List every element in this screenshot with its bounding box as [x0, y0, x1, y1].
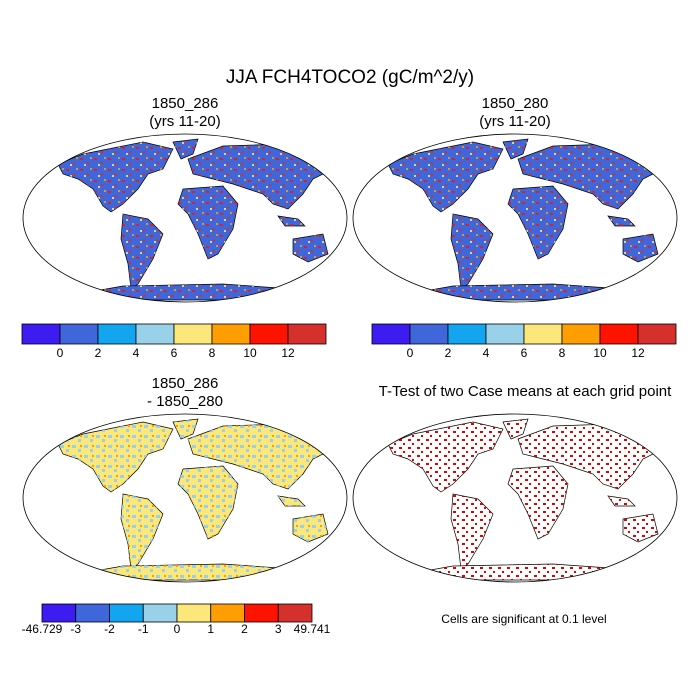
- colorbar-label: 4: [133, 346, 140, 360]
- colorbar-box: [21, 323, 61, 345]
- colorbar-label: -1: [138, 622, 149, 636]
- colorbar-label: 10: [593, 346, 607, 360]
- colorbar-box: [97, 323, 137, 345]
- colorbar-label: 6: [171, 346, 178, 360]
- colorbar-box: [277, 603, 313, 623]
- colorbar-box: [249, 323, 289, 345]
- colorbar-label: 0: [57, 346, 64, 360]
- colorbar-box: [176, 603, 212, 623]
- colorbar-label: -46.729: [22, 622, 63, 636]
- colorbar-box: [637, 323, 677, 345]
- colorbar: 0 2 4 6 8 10 12: [371, 323, 677, 360]
- colorbar-label: 4: [483, 346, 490, 360]
- colorbar-label: 49.741: [294, 622, 331, 636]
- map: [22, 133, 348, 303]
- colorbar-box: [244, 603, 279, 623]
- map: [352, 133, 678, 303]
- panel-title: T-Test of two Case means at each grid po…: [379, 383, 672, 400]
- colorbar-box: [485, 323, 525, 345]
- map: [352, 413, 678, 583]
- panel-subtitle: (yrs 11-20): [149, 113, 220, 130]
- colorbar-box: [447, 323, 487, 345]
- colorbar-label: 8: [559, 346, 566, 360]
- colorbar-box: [75, 603, 110, 623]
- map: [22, 413, 348, 583]
- colorbar-box: [409, 323, 449, 345]
- colorbar-label: 2: [445, 346, 452, 360]
- colorbar-box: [41, 603, 77, 623]
- panel-subtitle: (yrs 11-20): [479, 113, 550, 130]
- colorbar-box: [142, 603, 178, 623]
- colorbar-label: 2: [241, 622, 248, 636]
- colorbar-label: -3: [70, 622, 81, 636]
- colorbar-box: [561, 323, 601, 345]
- figure-title: JJA FCH4TOCO2 (gC/m^2/y): [226, 67, 474, 88]
- colorbar-label: 8: [209, 346, 216, 360]
- panel-title: 1850_286: [152, 95, 219, 112]
- colorbar: 0 2 4 6 8 10 12: [21, 323, 327, 360]
- colorbar-label: 0: [407, 346, 414, 360]
- colorbar-label: 10: [243, 346, 257, 360]
- colorbar-box: [173, 323, 213, 345]
- colorbar-box: [371, 323, 411, 345]
- colorbar-label: 1: [207, 622, 214, 636]
- colorbar-box: [135, 323, 175, 345]
- colorbar-label: 6: [521, 346, 528, 360]
- colorbar-label: 0: [174, 622, 181, 636]
- colorbar-box: [59, 323, 99, 345]
- colorbar-box: [523, 323, 563, 345]
- colorbar-box: [599, 323, 639, 345]
- colorbar-box: [210, 603, 245, 623]
- panel-subtitle: - 1850_280: [147, 393, 223, 410]
- colorbar-box: [211, 323, 251, 345]
- colorbar-label: 2: [95, 346, 102, 360]
- colorbar-label: -2: [104, 622, 115, 636]
- colorbar-label: 12: [281, 346, 295, 360]
- panel-title: 1850_286: [152, 375, 219, 392]
- colorbar-box: [287, 323, 327, 345]
- colorbar-label: 3: [275, 622, 282, 636]
- note: Cells are significant at 0.1 level: [441, 612, 606, 626]
- panel-title: 1850_280: [482, 95, 549, 112]
- colorbar-box: [109, 603, 144, 623]
- colorbar-label: 12: [631, 346, 645, 360]
- colorbar: -46.729 -3 -2 -1 0 1 2 3 49.741: [22, 603, 331, 636]
